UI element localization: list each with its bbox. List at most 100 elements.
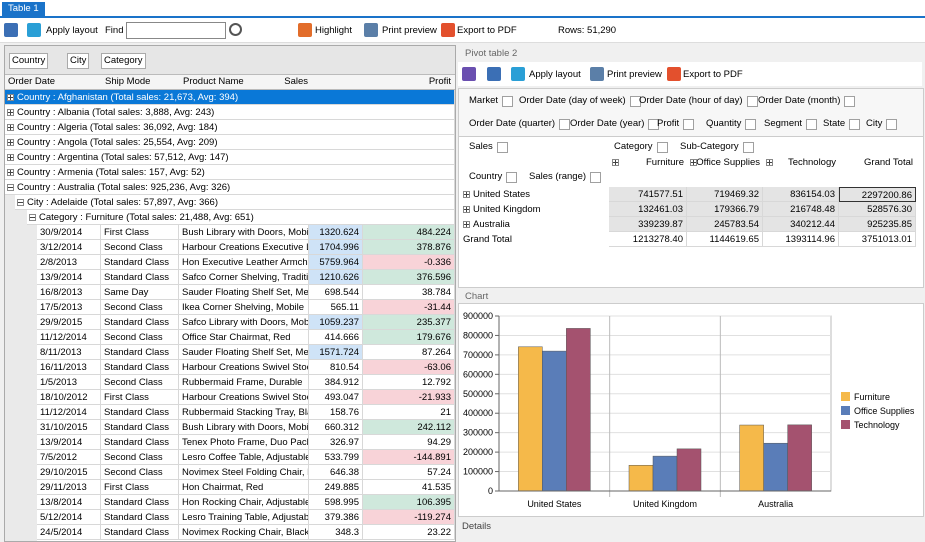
sales-cell[interactable]: 565.11 — [309, 300, 363, 315]
group-field[interactable]: City — [67, 53, 89, 69]
sales-cell[interactable]: 660.312 — [309, 420, 363, 435]
sales-cell[interactable]: 810.54 — [309, 360, 363, 375]
profit-cell[interactable]: -21.933 — [363, 390, 455, 405]
profit-cell[interactable]: 94.29 — [363, 435, 455, 450]
column-header[interactable]: Office Supplies — [687, 155, 763, 170]
expander[interactable] — [17, 199, 24, 206]
pivot-export-pdf[interactable]: Export to PDF — [683, 69, 743, 80]
column-header[interactable]: Ship Mode — [105, 76, 150, 87]
group-field[interactable]: Country — [9, 53, 48, 69]
column-header[interactable]: Product Name — [183, 76, 244, 87]
row-header[interactable]: Grand Total — [459, 232, 609, 247]
dropdown-button[interactable] — [849, 119, 860, 130]
product-name-cell[interactable]: Office Star Chairmat, Red — [179, 330, 309, 345]
sales-cell[interactable]: 249.885 — [309, 480, 363, 495]
profit-cell[interactable]: -31.44 — [363, 300, 455, 315]
ship-mode-cell[interactable]: Second Class — [101, 330, 179, 345]
profit-cell[interactable]: 41.535 — [363, 480, 455, 495]
group-field[interactable]: Category — [101, 53, 146, 69]
filter-field[interactable]: Segment — [762, 117, 804, 131]
pivot-print-preview[interactable]: Print preview — [607, 69, 662, 80]
value-cell[interactable]: 340212.44 — [763, 217, 839, 232]
profit-cell[interactable]: 179.676 — [363, 330, 455, 345]
ship-mode-cell[interactable]: Standard Class — [101, 525, 179, 540]
product-name-cell[interactable]: Safco Library with Doors, Mobile — [179, 315, 309, 330]
country-group-row[interactable]: Country : Armenia (Total sales: 157, Avg… — [5, 165, 455, 180]
order-date-cell[interactable]: 13/9/2014 — [37, 435, 101, 450]
product-name-cell[interactable]: Rubbermaid Frame, Durable — [179, 375, 309, 390]
country-group-row[interactable]: Country : Algeria (Total sales: 36,092, … — [5, 120, 455, 135]
sales-cell[interactable]: 158.76 — [309, 405, 363, 420]
value-cell[interactable]: 216748.48 — [763, 202, 839, 217]
expander[interactable] — [7, 154, 14, 161]
profit-cell[interactable]: 484.224 — [363, 225, 455, 240]
column-header[interactable]: Technology — [763, 155, 839, 170]
column-header[interactable]: Profit — [429, 76, 451, 87]
country-group-row[interactable]: Country : Albania (Total sales: 3,888, A… — [5, 105, 455, 120]
order-date-cell[interactable]: 11/12/2014 — [37, 405, 101, 420]
product-name-cell[interactable]: Novimex Rocking Chair, Black — [179, 525, 309, 540]
value-cell[interactable]: 925235.85 — [839, 217, 916, 232]
product-name-cell[interactable]: Hon Rocking Chair, Adjustable — [179, 495, 309, 510]
product-name-cell[interactable]: Sauder Floating Shelf Set, Metal — [179, 345, 309, 360]
sales-cell[interactable]: 1704.996 — [309, 240, 363, 255]
profit-cell[interactable]: -119.274 — [363, 510, 455, 525]
export-pdf-button[interactable]: Export to PDF — [457, 25, 517, 36]
expander[interactable] — [690, 159, 697, 166]
order-date-cell[interactable]: 3/12/2014 — [37, 240, 101, 255]
order-date-cell[interactable]: 5/12/2014 — [37, 510, 101, 525]
sales-cell[interactable]: 5759.964 — [309, 255, 363, 270]
column-header[interactable]: Furniture — [609, 155, 687, 170]
save-icon[interactable] — [4, 23, 18, 37]
ship-mode-cell[interactable]: First Class — [101, 480, 179, 495]
dropdown-button[interactable] — [743, 142, 754, 153]
expander[interactable] — [463, 206, 470, 213]
product-name-cell[interactable]: Ikea Corner Shelving, Mobile — [179, 300, 309, 315]
product-name-cell[interactable]: Hon Chairmat, Red — [179, 480, 309, 495]
product-name-cell[interactable]: Lesro Coffee Table, Adjustable H — [179, 450, 309, 465]
expander[interactable] — [29, 214, 36, 221]
product-name-cell[interactable]: Rubbermaid Stacking Tray, Black — [179, 405, 309, 420]
sales-cell[interactable]: 533.799 — [309, 450, 363, 465]
order-date-cell[interactable]: 30/9/2014 — [37, 225, 101, 240]
value-cell[interactable]: 3751013.01 — [839, 232, 916, 247]
profit-cell[interactable]: 38.784 — [363, 285, 455, 300]
value-cell[interactable]: 339239.87 — [609, 217, 687, 232]
dropdown-button[interactable] — [683, 119, 694, 130]
tab[interactable]: Table 1 — [2, 2, 45, 16]
ship-mode-cell[interactable]: Second Class — [101, 240, 179, 255]
filter-field[interactable]: Order Date (day of week) — [517, 94, 628, 108]
find-input[interactable] — [126, 22, 226, 39]
search-icon[interactable] — [229, 23, 242, 36]
data-field[interactable]: Sales — [467, 140, 495, 154]
sales-cell[interactable]: 348.3 — [309, 525, 363, 540]
country-group-row[interactable]: Country : Argentina (Total sales: 57,512… — [5, 150, 455, 165]
expander[interactable] — [7, 124, 14, 131]
filter-field[interactable]: Order Date (quarter) — [467, 117, 557, 131]
filter-field[interactable]: State — [821, 117, 847, 131]
ship-mode-cell[interactable]: Same Day — [101, 285, 179, 300]
dropdown-button[interactable] — [657, 142, 668, 153]
expander[interactable] — [7, 94, 14, 101]
filter-field[interactable]: Profit — [655, 117, 681, 131]
print-icon[interactable] — [364, 23, 378, 37]
sales-cell[interactable]: 1210.626 — [309, 270, 363, 285]
sales-cell[interactable]: 493.047 — [309, 390, 363, 405]
expander[interactable] — [7, 169, 14, 176]
column-header[interactable]: Sales — [284, 76, 308, 87]
column-field[interactable]: Category — [612, 140, 655, 154]
sales-cell[interactable]: 1571.724 — [309, 345, 363, 360]
layout-icon[interactable] — [27, 23, 41, 37]
column-header[interactable]: Order Date — [8, 76, 55, 87]
value-cell[interactable]: 836154.03 — [763, 187, 839, 202]
filter-field[interactable]: Market — [467, 94, 500, 108]
filter-field[interactable]: Order Date (month) — [756, 94, 842, 108]
value-cell[interactable]: 528576.30 — [839, 202, 916, 217]
value-cell[interactable]: 179366.79 — [687, 202, 763, 217]
product-name-cell[interactable]: Novimex Steel Folding Chair, Bla — [179, 465, 309, 480]
value-cell[interactable]: 719469.32 — [687, 187, 763, 202]
pivot-print-icon[interactable] — [590, 67, 604, 81]
ship-mode-cell[interactable]: Standard Class — [101, 495, 179, 510]
order-date-cell[interactable]: 24/5/2014 — [37, 525, 101, 540]
value-cell[interactable]: 132461.03 — [609, 202, 687, 217]
